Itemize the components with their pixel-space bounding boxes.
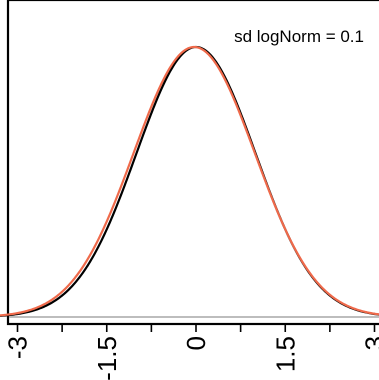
sd-annotation: sd logNorm = 0.1	[234, 27, 364, 46]
x-axis-ticks	[16, 324, 376, 332]
density-curve-1	[0, 45, 379, 317]
density-curves	[0, 45, 379, 317]
plot-frame	[6, 0, 379, 326]
x-tick-label: 1.5	[270, 336, 300, 372]
x-tick-label: -3	[3, 336, 33, 359]
density-curve-2	[0, 45, 379, 317]
x-tick-label: 0	[181, 336, 211, 350]
x-axis-tick-labels: -3 -1.5 0 1.5 3	[3, 336, 379, 380]
x-tick-label: -1.5	[92, 336, 122, 380]
x-tick-label: 3	[360, 336, 379, 350]
